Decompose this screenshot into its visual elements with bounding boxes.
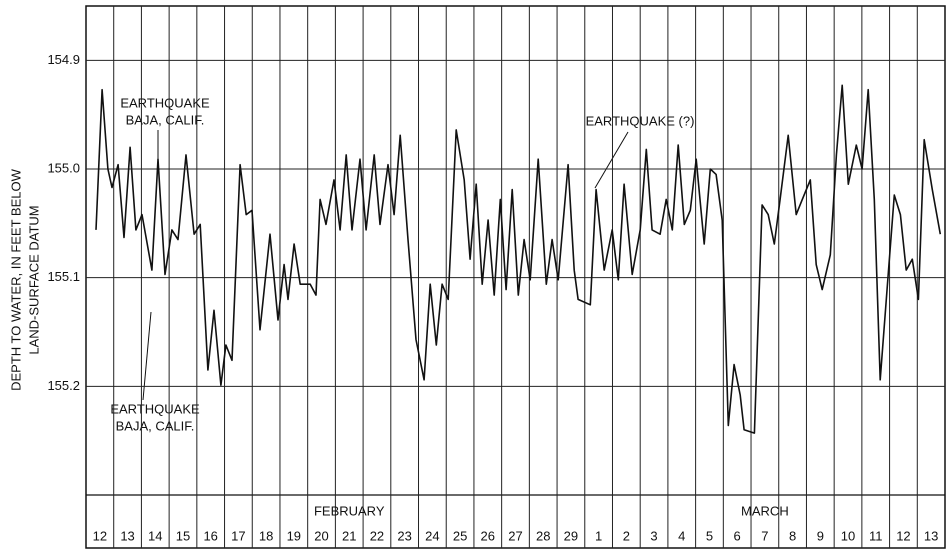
- annotation: BAJA, CALIF.: [116, 418, 195, 433]
- annotation: BAJA, CALIF.: [126, 112, 205, 127]
- y-tick-label: 155.0: [47, 160, 80, 175]
- month-label: FEBRUARY: [314, 503, 385, 518]
- x-tick-label: 26: [481, 528, 495, 543]
- x-tick-label: 10: [841, 528, 855, 543]
- x-tick-label: 12: [896, 528, 910, 543]
- x-tick-label: 2: [623, 528, 630, 543]
- annotation-leader: [594, 131, 629, 189]
- annotation-leader: [142, 311, 152, 401]
- x-tick-label: 17: [231, 528, 245, 543]
- plot-frame: [85, 5, 946, 549]
- x-tick-label: 13: [924, 528, 938, 543]
- x-tick-label: 4: [678, 528, 685, 543]
- x-tick-label: 13: [120, 528, 134, 543]
- x-tick-label: 5: [706, 528, 713, 543]
- x-tick-label: 29: [564, 528, 578, 543]
- x-tick-label: 23: [397, 528, 411, 543]
- x-tick-label: 8: [789, 528, 796, 543]
- y-axis-title: LAND-SURFACE DATUM: [26, 205, 41, 354]
- x-tick-label: 21: [342, 528, 356, 543]
- x-tick-label: 27: [508, 528, 522, 543]
- x-tick-label: 16: [203, 528, 217, 543]
- x-tick-label: 1: [595, 528, 602, 543]
- x-tick-label: 28: [536, 528, 550, 543]
- annotation: EARTHQUAKE: [120, 95, 210, 110]
- annotation: EARTHQUAKE: [110, 401, 200, 416]
- y-tick-label: 155.2: [47, 378, 80, 393]
- x-tick-label: 25: [453, 528, 467, 543]
- x-tick-label: 19: [287, 528, 301, 543]
- x-tick-label: 9: [817, 528, 824, 543]
- x-tick-label: 7: [761, 528, 768, 543]
- y-tick-label: 154.9: [47, 52, 80, 67]
- x-tick-label: 24: [425, 528, 439, 543]
- y-tick-label: 155.1: [47, 269, 80, 284]
- x-tick-label: 14: [148, 528, 162, 543]
- x-tick-label: 20: [314, 528, 328, 543]
- y-axis-title: DEPTH TO WATER, IN FEET BELOW: [8, 168, 23, 390]
- x-tick-label: 6: [734, 528, 741, 543]
- x-tick-label: 3: [650, 528, 657, 543]
- month-label: MARCH: [741, 503, 789, 518]
- hydrograph-line: [95, 84, 942, 434]
- x-tick-label: 12: [93, 528, 107, 543]
- x-tick-label: 22: [370, 528, 384, 543]
- x-tick-label: 18: [259, 528, 273, 543]
- x-tick-label: 15: [176, 528, 190, 543]
- x-tick-label: 11: [869, 528, 883, 543]
